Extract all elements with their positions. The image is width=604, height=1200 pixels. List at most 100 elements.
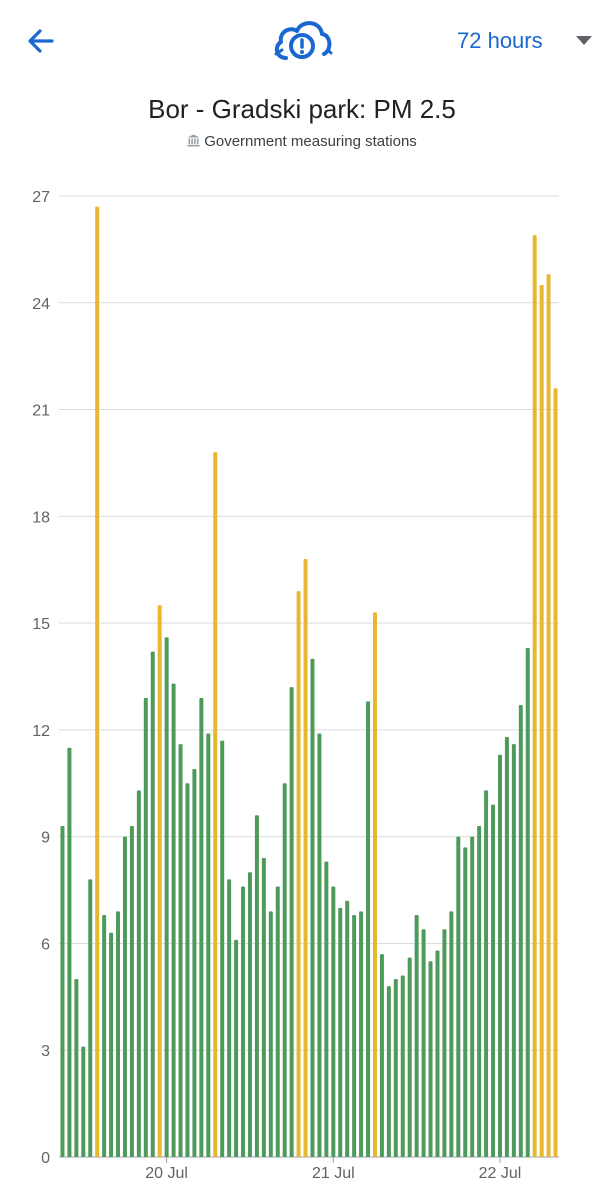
- bar[interactable]: [95, 206, 100, 1157]
- bar[interactable]: [171, 683, 176, 1157]
- bar[interactable]: [199, 697, 204, 1157]
- bar[interactable]: [81, 1046, 86, 1157]
- bar[interactable]: [268, 911, 273, 1157]
- x-axis-ticks: 20 Jul 21 Jul 22 Jul: [145, 1157, 521, 1180]
- bar[interactable]: [525, 648, 530, 1157]
- time-range-dropdown[interactable]: 72 hours: [440, 22, 604, 62]
- x-tick-label: 20 Jul: [145, 1165, 188, 1180]
- bar[interactable]: [477, 825, 482, 1157]
- bar[interactable]: [532, 235, 537, 1157]
- bar[interactable]: [414, 914, 419, 1157]
- bar[interactable]: [511, 744, 516, 1157]
- bar[interactable]: [102, 914, 107, 1157]
- y-tick-label: 18: [32, 509, 50, 526]
- bar[interactable]: [484, 790, 489, 1157]
- bar[interactable]: [456, 836, 461, 1157]
- bar[interactable]: [241, 886, 246, 1158]
- bar[interactable]: [116, 911, 121, 1157]
- bar[interactable]: [206, 733, 211, 1157]
- y-tick-label: 9: [41, 830, 50, 847]
- cloud-alert-icon: [274, 21, 333, 60]
- bar[interactable]: [497, 754, 502, 1157]
- bar[interactable]: [192, 769, 197, 1157]
- top-app-bar: 72 hours: [0, 0, 604, 80]
- bar[interactable]: [400, 975, 405, 1157]
- bar[interactable]: [338, 907, 343, 1157]
- bar[interactable]: [122, 836, 127, 1157]
- bar[interactable]: [143, 697, 148, 1157]
- bar[interactable]: [178, 744, 183, 1157]
- bar[interactable]: [407, 957, 412, 1157]
- grid-lines: [59, 195, 559, 1158]
- y-tick-label: 21: [32, 403, 50, 420]
- y-tick-label: 3: [41, 1043, 50, 1060]
- bar[interactable]: [435, 950, 440, 1157]
- bar[interactable]: [310, 658, 315, 1157]
- bars: [60, 206, 558, 1158]
- bar[interactable]: [289, 687, 294, 1157]
- bar[interactable]: [247, 872, 252, 1157]
- y-axis-ticks: 0 3 6 9 12 15 18 21 24 27: [32, 189, 50, 1167]
- bar[interactable]: [67, 747, 72, 1157]
- bar[interactable]: [372, 612, 377, 1157]
- bar[interactable]: [428, 961, 433, 1157]
- y-tick-label: 15: [32, 616, 50, 633]
- bar[interactable]: [553, 388, 558, 1157]
- bar[interactable]: [491, 804, 496, 1157]
- bar[interactable]: [463, 847, 468, 1157]
- bar[interactable]: [317, 733, 322, 1157]
- pm25-bar-chart: 0 3 6 9 12 15 18 21 24 27 20 Jul 21 Jul 22 Jul: [32, 189, 559, 1180]
- bar[interactable]: [518, 704, 523, 1157]
- subtitle-text: Government measuring stations: [204, 133, 417, 150]
- app-logo: [270, 14, 334, 66]
- bar[interactable]: [74, 979, 79, 1157]
- bar[interactable]: [442, 929, 447, 1157]
- bar[interactable]: [386, 986, 391, 1157]
- bar[interactable]: [504, 737, 509, 1157]
- bar[interactable]: [185, 783, 190, 1157]
- bar[interactable]: [157, 605, 162, 1157]
- bar[interactable]: [88, 879, 93, 1157]
- bar[interactable]: [227, 879, 232, 1157]
- bar[interactable]: [324, 861, 329, 1157]
- chart-title: Bor - Gradski park: PM 2.5: [148, 94, 456, 124]
- bar[interactable]: [539, 284, 544, 1158]
- bar[interactable]: [275, 886, 280, 1158]
- bar[interactable]: [393, 979, 398, 1157]
- bar[interactable]: [213, 452, 218, 1157]
- y-tick-label: 24: [32, 296, 50, 313]
- bar[interactable]: [164, 637, 169, 1157]
- y-tick-label: 6: [41, 936, 50, 953]
- back-button[interactable]: [22, 22, 60, 60]
- bar[interactable]: [282, 783, 287, 1157]
- bar[interactable]: [449, 911, 454, 1157]
- bar[interactable]: [220, 740, 225, 1157]
- bar[interactable]: [366, 701, 371, 1157]
- time-range-label: 72 hours: [457, 28, 543, 53]
- bar[interactable]: [546, 274, 551, 1157]
- bar[interactable]: [296, 591, 301, 1157]
- bar[interactable]: [136, 790, 141, 1157]
- bar[interactable]: [150, 651, 155, 1157]
- x-tick-label: 21 Jul: [312, 1165, 355, 1180]
- arrow-left-icon: [28, 29, 54, 53]
- caret-down-icon: [576, 36, 592, 45]
- bar[interactable]: [303, 559, 308, 1157]
- bar[interactable]: [359, 911, 364, 1157]
- bar[interactable]: [470, 836, 475, 1157]
- bar[interactable]: [379, 954, 384, 1157]
- bar[interactable]: [60, 825, 65, 1157]
- bar[interactable]: [234, 939, 239, 1157]
- bar[interactable]: [345, 900, 350, 1157]
- bar[interactable]: [421, 929, 426, 1157]
- government-building-icon: [187, 134, 200, 147]
- bar[interactable]: [331, 886, 336, 1158]
- bar[interactable]: [109, 932, 114, 1157]
- bar[interactable]: [352, 914, 357, 1157]
- x-tick-label: 22 Jul: [479, 1165, 522, 1180]
- y-tick-label: 12: [32, 723, 50, 740]
- bar[interactable]: [261, 858, 266, 1157]
- data-source: Government measuring stations: [0, 133, 604, 150]
- bar[interactable]: [254, 815, 259, 1157]
- bar[interactable]: [129, 825, 134, 1157]
